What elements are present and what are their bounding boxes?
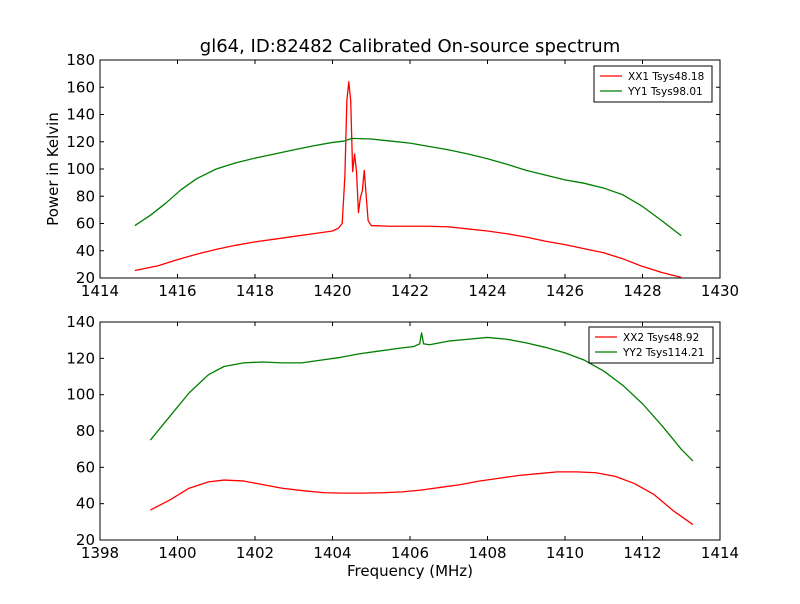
plot-2: 1398 1400 1402 1404 1406 1408 1410 1412 1414 20 40…: [66, 313, 739, 580]
series-line-2: [149, 332, 694, 462]
x-tick-label: 1406: [391, 544, 429, 562]
y-tick-label: 120: [66, 133, 95, 151]
x-tick-label: 1428: [623, 282, 661, 300]
x-tick-label: 1420: [313, 282, 351, 300]
x-tick-label: 1398: [81, 544, 119, 562]
y-tick-label: 40: [76, 242, 95, 260]
x-tick-label: 1410: [546, 544, 584, 562]
x-tick-label: 1414: [701, 544, 739, 562]
plot-1: 1414 1416 1418 1420 1422 1424 1426 1428 1430 20 40…: [44, 36, 739, 300]
x-tick-label: 1418: [236, 282, 274, 300]
legend-label: YY1 Tsys98.01: [627, 86, 703, 98]
series-line-1: [150, 471, 694, 526]
series-line-1: [134, 81, 682, 278]
x-tick-label: 1408: [468, 544, 506, 562]
y-tick-label: 40: [76, 495, 95, 513]
y-tick-label: 20: [76, 269, 95, 287]
y-tick-label: 120: [66, 349, 95, 367]
x-tick-label: 1404: [313, 544, 351, 562]
legend-box: [593, 65, 713, 103]
y-tick-label: 140: [66, 106, 95, 124]
legend: XX2 Tsys48.92 YY2 Tsys114.21: [588, 326, 714, 364]
x-tick-label: 1414: [81, 282, 119, 300]
x-tick-label: 1416: [158, 282, 196, 300]
x-tick-label: 1426: [546, 282, 584, 300]
y-tick-label: 80: [76, 187, 95, 205]
x-tick-label: 1422: [391, 282, 429, 300]
series-line-2: [134, 137, 682, 237]
y-tick-label: 100: [66, 386, 95, 404]
y-tick-label: 100: [66, 160, 95, 178]
y-tick-label: 60: [76, 458, 95, 476]
y-tick-label: 20: [76, 531, 95, 549]
y-tick-label: 80: [76, 422, 95, 440]
legend-label: YY2 Tsys114.21: [622, 347, 704, 359]
chart-title: gl64, ID:82482 Calibrated On-source spec…: [200, 36, 620, 57]
legend-label: XX1 Tsys48.18: [628, 71, 704, 83]
legend-box: [588, 326, 714, 364]
x-tick-label: 1424: [468, 282, 506, 300]
y-tick-label: 180: [66, 51, 95, 69]
legend: XX1 Tsys48.18 YY1 Tsys98.01: [593, 65, 713, 103]
x-tick-label: 1402: [236, 544, 274, 562]
y-axis-label: Power in Kelvin: [44, 112, 62, 226]
y-tick-label: 60: [76, 215, 95, 233]
x-tick-label: 1400: [158, 544, 196, 562]
x-axis-label: Frequency (MHz): [347, 562, 473, 580]
x-tick-label: 1412: [623, 544, 661, 562]
y-tick-label: 160: [66, 78, 95, 96]
y-tick-label: 140: [66, 313, 95, 331]
legend-label: XX2 Tsys48.92: [623, 332, 699, 344]
x-tick-label: 1430: [701, 282, 739, 300]
